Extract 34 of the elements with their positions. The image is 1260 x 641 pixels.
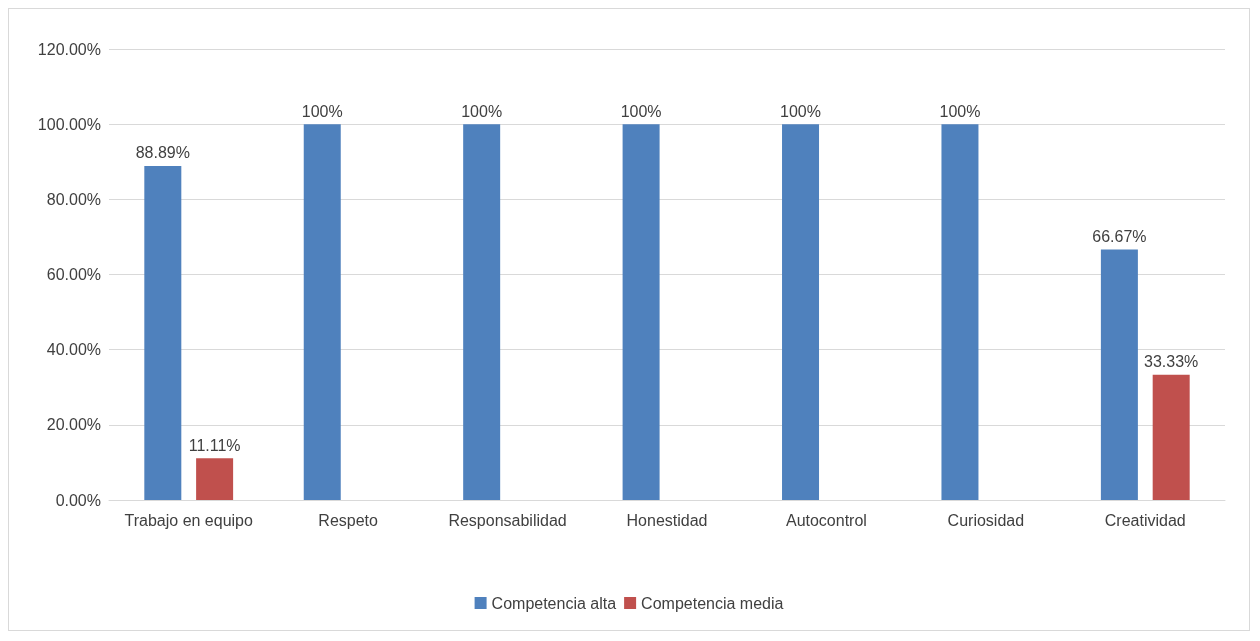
data-label: 66.67% — [1092, 227, 1147, 245]
y-tick-label: 0.00% — [55, 491, 101, 509]
bar — [941, 124, 979, 500]
data-label: 88.89% — [135, 144, 190, 162]
data-label: 11.11% — [188, 436, 241, 454]
y-tick-label: 40.00% — [46, 341, 101, 359]
y-tick-label: 100.00% — [37, 115, 101, 133]
x-tick-label: Responsabilidad — [448, 511, 567, 529]
y-tick-label: 120.00% — [37, 40, 101, 58]
bar — [144, 165, 182, 500]
x-tick-label: Autocontrol — [785, 511, 867, 529]
y-tick-label: 80.00% — [46, 190, 101, 208]
bar — [196, 458, 234, 500]
x-tick-label: Curiosidad — [947, 511, 1025, 529]
legend-label: Competencia alta — [491, 594, 617, 612]
x-tick-label: Trabajo en equipo — [124, 511, 254, 529]
x-tick-label: Respeto — [318, 511, 379, 529]
data-label: 100% — [301, 102, 343, 120]
y-tick-label: 20.00% — [46, 416, 101, 434]
x-tick-label: Creatividad — [1104, 511, 1186, 529]
bar — [303, 124, 341, 500]
data-label: 100% — [780, 102, 821, 120]
legend-label: Competencia media — [641, 594, 784, 612]
bar — [622, 124, 660, 500]
data-label: 100% — [620, 102, 662, 120]
x-tick-label: Honestidad — [626, 511, 708, 529]
data-label: 33.33% — [1144, 353, 1199, 371]
bar — [1100, 249, 1138, 500]
data-label: 100% — [939, 102, 981, 120]
bar — [782, 124, 820, 500]
y-tick-label: 60.00% — [46, 266, 101, 283]
data-label: 100% — [461, 102, 503, 120]
bar — [463, 124, 501, 500]
bar — [1152, 374, 1190, 500]
